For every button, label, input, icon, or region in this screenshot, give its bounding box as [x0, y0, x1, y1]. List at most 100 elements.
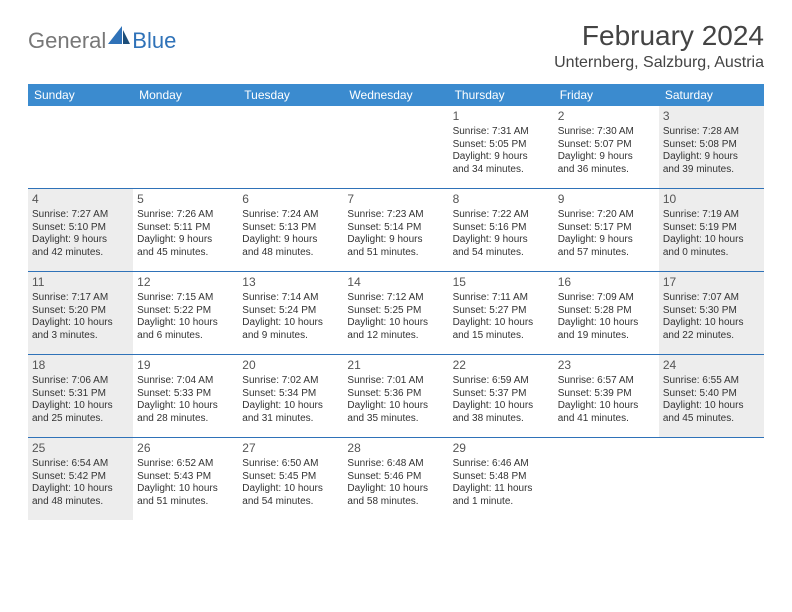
day-info-line: Daylight: 10 hours	[32, 317, 129, 330]
day-info-line: Sunrise: 7:14 AM	[242, 292, 339, 305]
day-cell: 13Sunrise: 7:14 AMSunset: 5:24 PMDayligh…	[238, 272, 343, 354]
day-info-line: and 38 minutes.	[453, 413, 550, 426]
day-info-line: Sunrise: 7:07 AM	[663, 292, 760, 305]
day-info-line: Sunset: 5:36 PM	[347, 388, 444, 401]
day-info-line: Sunrise: 7:28 AM	[663, 126, 760, 139]
day-number: 4	[32, 192, 129, 207]
day-cell: 9Sunrise: 7:20 AMSunset: 5:17 PMDaylight…	[554, 189, 659, 271]
day-info-line: Sunrise: 7:27 AM	[32, 209, 129, 222]
day-info-line: Sunset: 5:19 PM	[663, 222, 760, 235]
day-number: 24	[663, 358, 760, 373]
day-info-line: Daylight: 10 hours	[453, 317, 550, 330]
day-info-line: Sunrise: 7:02 AM	[242, 375, 339, 388]
day-number: 20	[242, 358, 339, 373]
day-info-line: and 22 minutes.	[663, 330, 760, 343]
day-cell: 4Sunrise: 7:27 AMSunset: 5:10 PMDaylight…	[28, 189, 133, 271]
day-header: Tuesday	[238, 84, 343, 106]
day-info-line: and 9 minutes.	[242, 330, 339, 343]
day-info-line: Sunrise: 6:55 AM	[663, 375, 760, 388]
day-info-line: and 48 minutes.	[242, 247, 339, 260]
day-cell: 2Sunrise: 7:30 AMSunset: 5:07 PMDaylight…	[554, 106, 659, 188]
day-info-line: Sunset: 5:27 PM	[453, 305, 550, 318]
day-number: 5	[137, 192, 234, 207]
header: General Blue February 2024 Unternberg, S…	[28, 20, 764, 72]
day-cell: 20Sunrise: 7:02 AMSunset: 5:34 PMDayligh…	[238, 355, 343, 437]
day-cell: 12Sunrise: 7:15 AMSunset: 5:22 PMDayligh…	[133, 272, 238, 354]
day-info-line: Sunset: 5:13 PM	[242, 222, 339, 235]
day-info-line: Daylight: 9 hours	[347, 234, 444, 247]
day-number: 26	[137, 441, 234, 456]
day-number: 18	[32, 358, 129, 373]
day-info-line: Daylight: 9 hours	[137, 234, 234, 247]
day-cell: 3Sunrise: 7:28 AMSunset: 5:08 PMDaylight…	[659, 106, 764, 188]
day-info-line: Daylight: 10 hours	[347, 317, 444, 330]
calendar-week: 11Sunrise: 7:17 AMSunset: 5:20 PMDayligh…	[28, 271, 764, 354]
day-info-line: Daylight: 10 hours	[32, 400, 129, 413]
day-cell: 26Sunrise: 6:52 AMSunset: 5:43 PMDayligh…	[133, 438, 238, 520]
day-info-line: Daylight: 9 hours	[242, 234, 339, 247]
day-number: 13	[242, 275, 339, 290]
day-info-line: Sunrise: 7:20 AM	[558, 209, 655, 222]
day-info-line: and 36 minutes.	[558, 164, 655, 177]
day-header: Wednesday	[343, 84, 448, 106]
day-info-line: Daylight: 10 hours	[137, 483, 234, 496]
day-number: 6	[242, 192, 339, 207]
day-info-line: and 0 minutes.	[663, 247, 760, 260]
day-info-line: Sunset: 5:43 PM	[137, 471, 234, 484]
day-number: 12	[137, 275, 234, 290]
calendar-week: 18Sunrise: 7:06 AMSunset: 5:31 PMDayligh…	[28, 354, 764, 437]
day-cell: 22Sunrise: 6:59 AMSunset: 5:37 PMDayligh…	[449, 355, 554, 437]
day-info-line: Daylight: 10 hours	[453, 400, 550, 413]
day-info-line: Daylight: 9 hours	[558, 151, 655, 164]
day-info-line: Sunrise: 7:04 AM	[137, 375, 234, 388]
day-number: 27	[242, 441, 339, 456]
day-info-line: and 48 minutes.	[32, 496, 129, 509]
day-info-line: Sunrise: 7:24 AM	[242, 209, 339, 222]
day-cell: 7Sunrise: 7:23 AMSunset: 5:14 PMDaylight…	[343, 189, 448, 271]
day-info-line: Daylight: 9 hours	[663, 151, 760, 164]
day-cell: 25Sunrise: 6:54 AMSunset: 5:42 PMDayligh…	[28, 438, 133, 520]
day-cell: 24Sunrise: 6:55 AMSunset: 5:40 PMDayligh…	[659, 355, 764, 437]
day-info-line: Sunset: 5:39 PM	[558, 388, 655, 401]
day-info-line: Daylight: 10 hours	[242, 400, 339, 413]
day-number: 3	[663, 109, 760, 124]
day-info-line: Daylight: 11 hours	[453, 483, 550, 496]
day-info-line: Sunrise: 7:01 AM	[347, 375, 444, 388]
day-info-line: Sunset: 5:11 PM	[137, 222, 234, 235]
day-info-line: and 45 minutes.	[663, 413, 760, 426]
day-cell: 11Sunrise: 7:17 AMSunset: 5:20 PMDayligh…	[28, 272, 133, 354]
day-info-line: Sunset: 5:31 PM	[32, 388, 129, 401]
day-info-line: and 12 minutes.	[347, 330, 444, 343]
day-info-line: and 58 minutes.	[347, 496, 444, 509]
day-info-line: Sunrise: 7:22 AM	[453, 209, 550, 222]
day-header: Monday	[133, 84, 238, 106]
day-info-line: Sunrise: 6:57 AM	[558, 375, 655, 388]
day-number: 16	[558, 275, 655, 290]
day-info-line: and 54 minutes.	[242, 496, 339, 509]
day-info-line: Daylight: 10 hours	[242, 483, 339, 496]
day-info-line: Sunset: 5:46 PM	[347, 471, 444, 484]
day-info-line: Daylight: 10 hours	[663, 234, 760, 247]
day-info-line: Sunset: 5:16 PM	[453, 222, 550, 235]
day-info-line: and 51 minutes.	[137, 496, 234, 509]
day-number: 25	[32, 441, 129, 456]
day-info-line: Daylight: 10 hours	[242, 317, 339, 330]
day-info-line: Sunrise: 7:17 AM	[32, 292, 129, 305]
day-number: 29	[453, 441, 550, 456]
day-cell: 19Sunrise: 7:04 AMSunset: 5:33 PMDayligh…	[133, 355, 238, 437]
day-number: 22	[453, 358, 550, 373]
day-info-line: Sunrise: 6:48 AM	[347, 458, 444, 471]
day-info-line: Sunrise: 7:26 AM	[137, 209, 234, 222]
day-info-line: and 28 minutes.	[137, 413, 234, 426]
day-cell: 18Sunrise: 7:06 AMSunset: 5:31 PMDayligh…	[28, 355, 133, 437]
day-cell: 5 Sunrise: 7:26 AMSunset: 5:11 PMDaylight…	[133, 189, 238, 271]
day-info-line: Sunrise: 7:31 AM	[453, 126, 550, 139]
day-info-line: and 1 minute.	[453, 496, 550, 509]
day-info-line: and 41 minutes.	[558, 413, 655, 426]
day-info-line: Daylight: 9 hours	[453, 151, 550, 164]
day-number: 1	[453, 109, 550, 124]
calendar-week: 4Sunrise: 7:27 AMSunset: 5:10 PMDaylight…	[28, 188, 764, 271]
day-info-line: Sunset: 5:14 PM	[347, 222, 444, 235]
day-info-line: and 35 minutes.	[347, 413, 444, 426]
day-info-line: Sunrise: 6:59 AM	[453, 375, 550, 388]
